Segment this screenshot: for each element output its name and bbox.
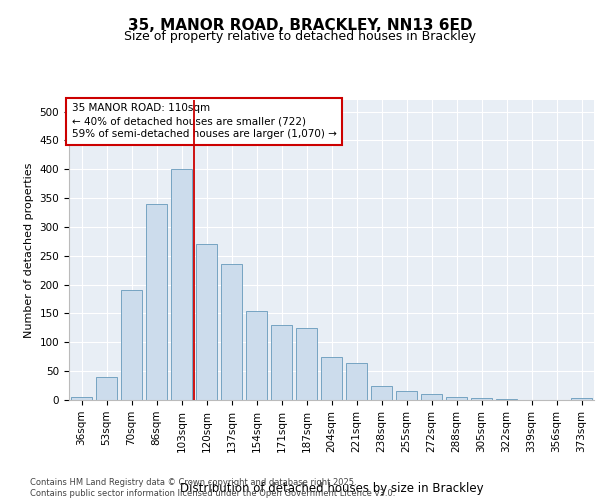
Bar [321,356,342,400]
Bar [196,244,217,400]
Bar [171,169,192,400]
Bar [571,398,592,400]
Bar [146,204,167,400]
Y-axis label: Number of detached properties: Number of detached properties [24,162,34,338]
Bar [396,392,417,400]
Bar [296,328,317,400]
Bar [221,264,242,400]
Bar [271,325,292,400]
Text: Contains HM Land Registry data © Crown copyright and database right 2025.
Contai: Contains HM Land Registry data © Crown c… [30,478,395,498]
X-axis label: Distribution of detached houses by size in Brackley: Distribution of detached houses by size … [179,482,484,496]
Bar [421,394,442,400]
Text: 35, MANOR ROAD, BRACKLEY, NN13 6ED: 35, MANOR ROAD, BRACKLEY, NN13 6ED [128,18,472,32]
Bar [446,397,467,400]
Bar [371,386,392,400]
Bar [71,397,92,400]
Bar [246,310,267,400]
Bar [121,290,142,400]
Text: 35 MANOR ROAD: 110sqm
← 40% of detached houses are smaller (722)
59% of semi-det: 35 MANOR ROAD: 110sqm ← 40% of detached … [71,103,337,140]
Bar [471,398,492,400]
Text: Size of property relative to detached houses in Brackley: Size of property relative to detached ho… [124,30,476,43]
Bar [96,377,117,400]
Bar [346,362,367,400]
